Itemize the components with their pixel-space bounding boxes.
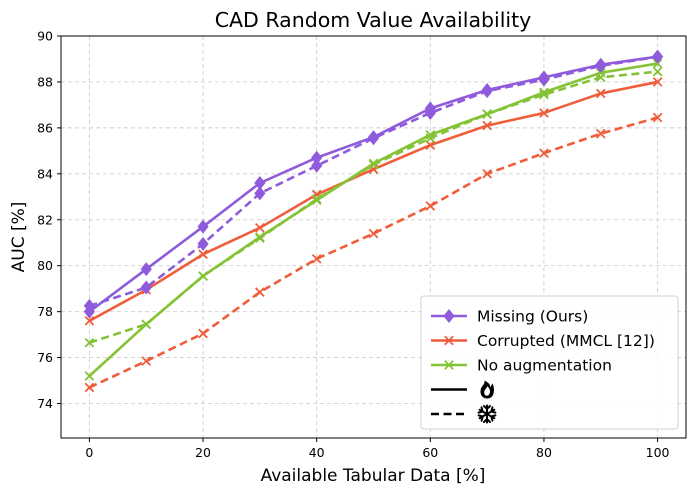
- y-axis-title: AUC [%]: [9, 202, 29, 273]
- data-point: [141, 356, 152, 366]
- x-tick-label: 60: [422, 445, 438, 460]
- data-point: [84, 337, 95, 348]
- legend-item: No augmentation: [431, 357, 612, 375]
- data-point: [140, 262, 152, 277]
- data-point: [255, 287, 265, 297]
- legend-label: No augmentation: [477, 357, 612, 375]
- data-point: [84, 382, 95, 393]
- data-point: [482, 109, 492, 119]
- data-point: [84, 371, 95, 381]
- data-point: [595, 57, 607, 72]
- data-point: [652, 77, 663, 87]
- data-point: [539, 87, 549, 98]
- plot-frame: [60, 35, 687, 439]
- flame-icon: [480, 380, 494, 399]
- y-tick-label: 78: [37, 304, 53, 319]
- data-point: [198, 271, 208, 281]
- data-point: [141, 319, 152, 330]
- legend-item: Missing (Ours): [431, 308, 588, 326]
- data-point: [255, 232, 265, 242]
- data-point: [652, 112, 663, 123]
- data-point: [198, 249, 208, 260]
- data-point: [198, 328, 208, 339]
- data-point: [425, 201, 436, 211]
- series-missing-ours-trainable: [83, 49, 664, 319]
- y-tick-label: 80: [37, 258, 53, 273]
- data-point: [651, 49, 664, 64]
- data-point: [482, 168, 492, 179]
- data-point: [482, 120, 492, 131]
- data-point: [481, 82, 493, 97]
- legend-label: Corrupted (MMCL [12]): [477, 332, 655, 350]
- series-no-augmentation-trainable: [84, 58, 663, 381]
- data-point: [311, 253, 322, 264]
- legend-marker: [444, 360, 454, 370]
- data-point: [652, 66, 663, 77]
- data-point: [367, 130, 380, 145]
- y-tick-label: 74: [37, 396, 53, 411]
- data-point: [595, 128, 606, 139]
- series-corrupted-mmcl-12-frozen: [84, 112, 663, 393]
- data-point: [311, 158, 323, 173]
- data-point: [84, 316, 95, 326]
- y-tick-label: 86: [37, 120, 53, 135]
- series-line: [88, 116, 658, 389]
- legend: Missing (Ours) Corrupted (MMCL [12]) No au…: [420, 295, 679, 430]
- series-line: [88, 80, 658, 322]
- legend-item: Corrupted (MMCL [12]): [431, 332, 655, 350]
- data-point: [368, 158, 379, 169]
- data-point: [140, 280, 152, 295]
- x-tick-label: 40: [309, 445, 325, 460]
- data-point: [424, 101, 436, 116]
- chart-title: CAD Random Value Availability: [215, 8, 532, 32]
- data-point: [595, 88, 606, 99]
- data-point: [539, 148, 549, 158]
- data-point: [538, 70, 550, 85]
- series-corrupted-mmcl-12-trainable: [84, 77, 663, 326]
- y-axis: 74 76 78 80 82 84 86 88 90: [37, 29, 61, 411]
- x-axis-title: Available Tabular Data [%]: [261, 466, 486, 486]
- snowflake-icon: [477, 404, 497, 424]
- y-tick-label: 90: [37, 29, 53, 44]
- y-tick-label: 88: [37, 74, 53, 89]
- data-point: [83, 304, 96, 319]
- legend-item: [431, 404, 497, 424]
- legend-item: [431, 380, 494, 399]
- data-point: [368, 228, 379, 239]
- x-tick-label: 0: [85, 445, 93, 460]
- series-line: [89, 55, 658, 308]
- data-point: [197, 219, 209, 234]
- data-point: [254, 176, 266, 191]
- x-tick-label: 80: [536, 445, 552, 460]
- series-layer: [83, 49, 664, 393]
- legend-marker: [444, 335, 454, 346]
- legend-label: Missing (Ours): [477, 308, 588, 326]
- data-point: [425, 129, 436, 140]
- y-tick-label: 82: [37, 212, 53, 227]
- y-tick-label: 84: [37, 166, 53, 181]
- data-point: [255, 222, 265, 233]
- data-point: [197, 236, 209, 251]
- data-point: [311, 150, 323, 165]
- legend-marker: [443, 308, 455, 324]
- data-point: [311, 195, 322, 206]
- x-tick-label: 100: [646, 445, 670, 460]
- data-point: [425, 140, 436, 150]
- x-axis: 0 20 40 60 80 100: [85, 438, 670, 460]
- y-tick-label: 76: [37, 350, 53, 365]
- data-point: [254, 186, 266, 201]
- x-tick-label: 20: [195, 445, 211, 460]
- data-point: [539, 108, 549, 118]
